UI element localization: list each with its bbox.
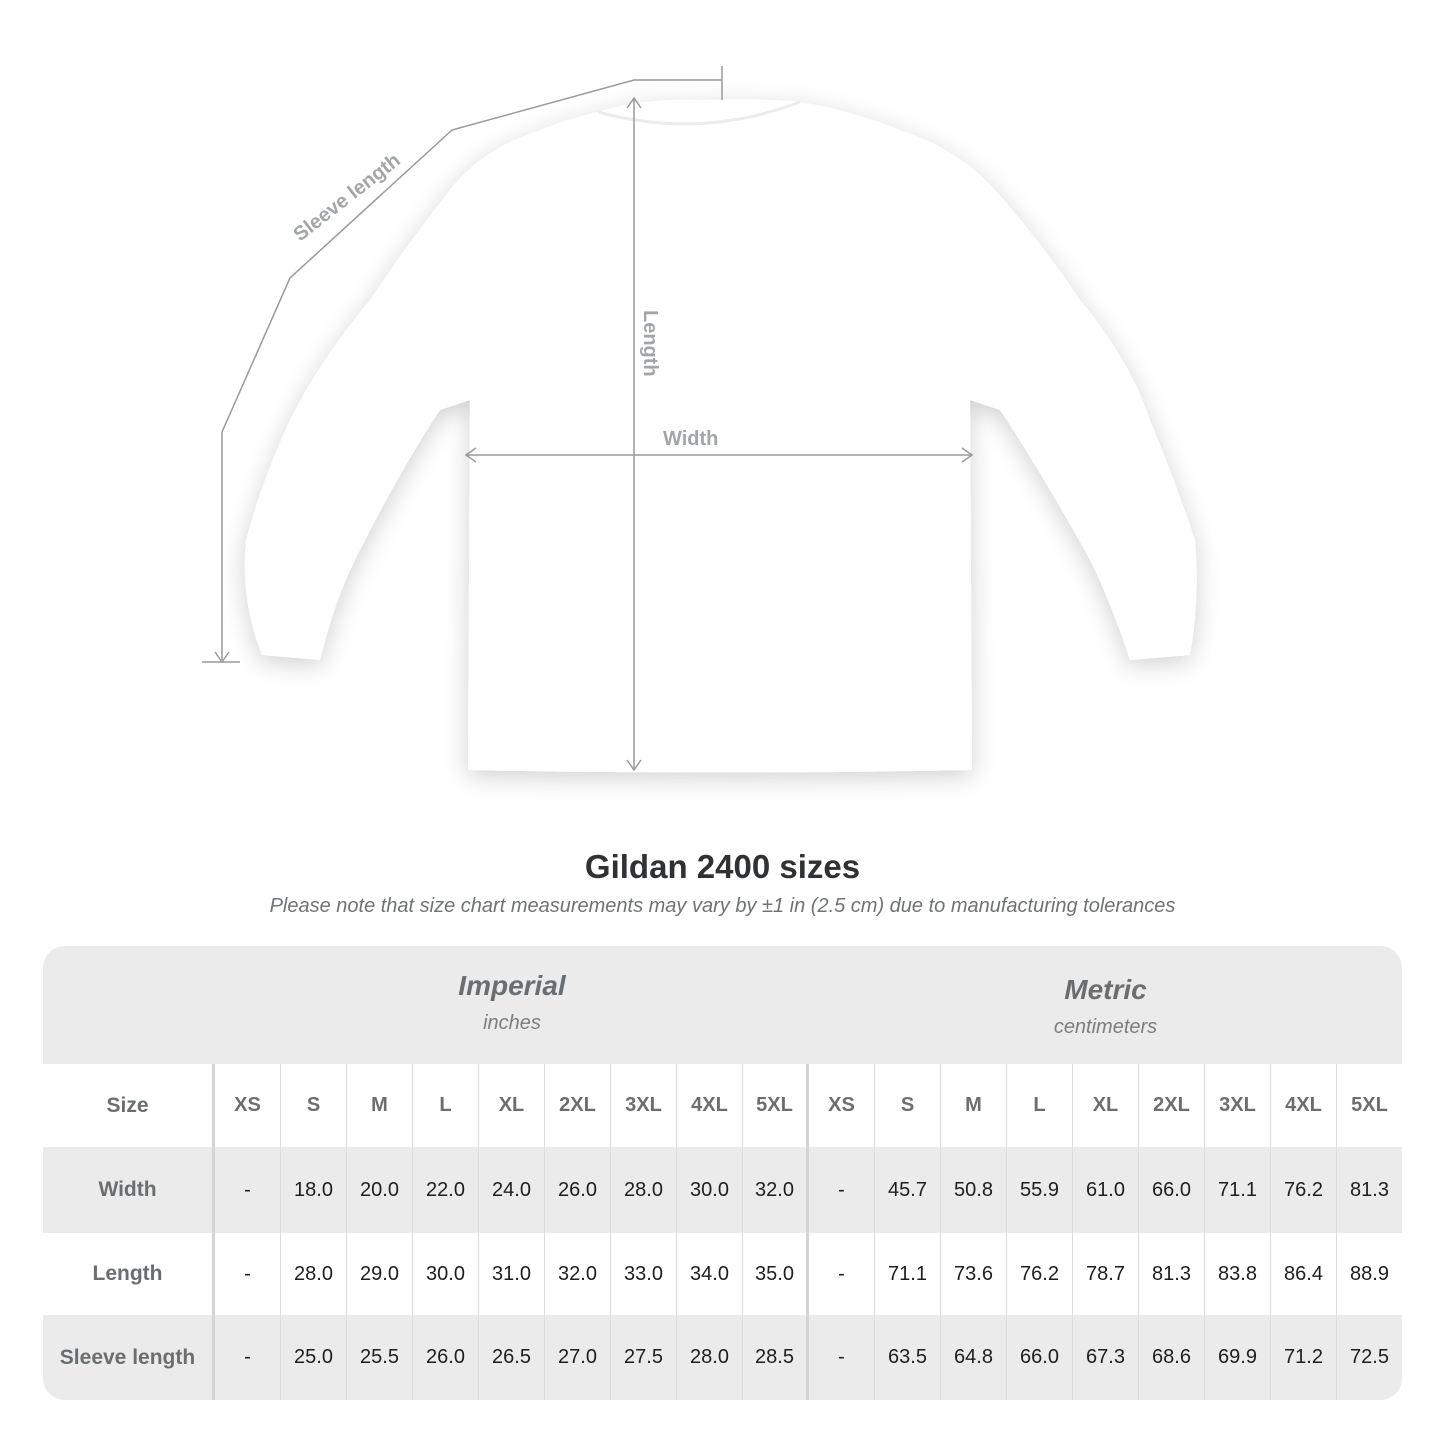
- table-row: Length -28.0 29.0 30.0 31.0 32.0 33.0 34.0 35.0-…: [43, 1233, 1402, 1315]
- value-cell: 71.1: [1205, 1147, 1271, 1233]
- value-cell: 55.9: [1007, 1147, 1073, 1233]
- metric-header: Metric centimeters: [809, 950, 1402, 1068]
- long-sleeve-shirt: [244, 99, 1197, 773]
- imperial-header: Imperial inches: [215, 946, 809, 1064]
- value-cell: 64.8: [941, 1315, 1007, 1400]
- value-cell: 28.0: [611, 1147, 677, 1233]
- value-cell: 24.0: [479, 1147, 545, 1233]
- imperial-unit: inches: [483, 1012, 541, 1034]
- value-cell: 81.3: [1139, 1233, 1205, 1315]
- value-cell: 33.0: [611, 1233, 677, 1315]
- value-cell: 69.9: [1205, 1315, 1271, 1400]
- table-row: Width -18.0 20.0 22.0 24.0 26.0 28.0 30.0 32.0-4…: [43, 1147, 1402, 1233]
- value-cell: 73.6: [941, 1233, 1007, 1315]
- value-cell: 18.0: [281, 1147, 347, 1233]
- size-header-cell: 4XL: [677, 1064, 743, 1147]
- size-table: Imperial inches Metric centimeters Size X…: [43, 946, 1402, 1400]
- row-label: Length: [43, 1233, 215, 1315]
- size-label: Size: [43, 1064, 215, 1147]
- size-header-cell: M: [347, 1064, 413, 1147]
- size-header-cell: 2XL: [545, 1064, 611, 1147]
- size-header-row: Size XS S M L XL 2XL 3XL 4XL 5XL XS S M L XL 2XL 3XL 4XL 5…: [43, 1064, 1402, 1147]
- value-cell: 27.0: [545, 1315, 611, 1400]
- width-label: Width: [663, 428, 718, 450]
- tolerance-note: Please note that size chart measurements…: [269, 895, 1176, 917]
- metric-unit: centimeters: [1053, 1016, 1158, 1038]
- value-cell: 72.5: [1350, 1346, 1389, 1368]
- size-header-cell: XL: [1073, 1064, 1139, 1147]
- value-cell: 34.0: [677, 1233, 743, 1315]
- table-row: Sleeve length -25.0 25.5 26.0 26.5 27.0 27.5 28…: [43, 1315, 1402, 1400]
- value-cell: 83.8: [1205, 1233, 1271, 1315]
- value-cell: 30.0: [413, 1233, 479, 1315]
- row-label: Sleeve length: [43, 1315, 215, 1400]
- value-cell: -: [215, 1233, 281, 1315]
- shirt-collar: [597, 100, 801, 126]
- row-label: Width: [43, 1147, 215, 1233]
- value-cell: -: [809, 1315, 875, 1400]
- value-cell: 32.0: [545, 1233, 611, 1315]
- value-cell: 81.3: [1350, 1178, 1389, 1201]
- value-cell: 88.9: [1350, 1262, 1389, 1285]
- length-label: Length: [639, 310, 661, 377]
- sleeve-length-label: Sleeve length: [290, 149, 405, 246]
- value-cell: 86.4: [1271, 1233, 1337, 1315]
- value-cell: 35.0: [743, 1233, 809, 1315]
- metric-title: Metric: [1064, 974, 1147, 1005]
- value-cell: 26.0: [545, 1147, 611, 1233]
- value-cell: 28.0: [677, 1315, 743, 1400]
- size-header-cell: 5XL: [743, 1064, 809, 1147]
- size-header-cell: 3XL: [611, 1064, 677, 1147]
- value-cell: 28.0: [281, 1233, 347, 1315]
- value-cell: -: [809, 1233, 875, 1315]
- width-line: [464, 447, 974, 463]
- value-cell: 76.2: [1007, 1233, 1073, 1315]
- size-header-cell: 2XL: [1139, 1064, 1205, 1147]
- size-header-cell: 3XL: [1205, 1064, 1271, 1147]
- size-header-cell: S: [875, 1064, 941, 1147]
- value-cell: 45.7: [875, 1147, 941, 1233]
- value-cell: 25.5: [347, 1315, 413, 1400]
- value-cell: -: [215, 1315, 281, 1400]
- size-header-cell: XS: [809, 1064, 875, 1147]
- imperial-title: Imperial: [458, 970, 566, 1001]
- value-cell: 30.0: [677, 1147, 743, 1233]
- value-cell: -: [809, 1147, 875, 1233]
- value-cell: 27.5: [611, 1315, 677, 1400]
- value-cell: 76.2: [1271, 1147, 1337, 1233]
- length-line: [626, 96, 642, 772]
- size-header-cell: M: [941, 1064, 1007, 1147]
- value-cell: 66.0: [1139, 1147, 1205, 1233]
- value-cell: 50.8: [941, 1147, 1007, 1233]
- sleeve-length-line: [202, 66, 723, 664]
- shirt-measurement-diagram: Sleeve length Length Width: [202, 66, 1197, 773]
- value-cell: 26.0: [413, 1315, 479, 1400]
- value-cell: 25.0: [281, 1315, 347, 1400]
- size-header-cell: 5XL: [1351, 1094, 1388, 1116]
- size-header-cell: L: [1007, 1064, 1073, 1147]
- value-cell: 61.0: [1073, 1147, 1139, 1233]
- value-cell: 22.0: [413, 1147, 479, 1233]
- size-header-cell: XL: [479, 1064, 545, 1147]
- value-cell: 67.3: [1073, 1315, 1139, 1400]
- value-cell: 66.0: [1007, 1315, 1073, 1400]
- value-cell: -: [215, 1147, 281, 1233]
- value-cell: 71.1: [875, 1233, 941, 1315]
- size-header-cell: S: [281, 1064, 347, 1147]
- value-cell: 68.6: [1139, 1315, 1205, 1400]
- value-cell: 20.0: [347, 1147, 413, 1233]
- value-cell: 71.2: [1271, 1315, 1337, 1400]
- value-cell: 26.5: [479, 1315, 545, 1400]
- size-header-cell: 4XL: [1271, 1064, 1337, 1147]
- value-cell: 63.5: [875, 1315, 941, 1400]
- value-cell: 31.0: [479, 1233, 545, 1315]
- size-header-cell: XS: [215, 1064, 281, 1147]
- value-cell: 78.7: [1073, 1233, 1139, 1315]
- page-title: Gildan 2400 sizes: [584, 848, 861, 885]
- value-cell: 32.0: [743, 1147, 809, 1233]
- value-cell: 29.0: [347, 1233, 413, 1315]
- value-cell: 28.5: [743, 1315, 809, 1400]
- size-header-cell: L: [413, 1064, 479, 1147]
